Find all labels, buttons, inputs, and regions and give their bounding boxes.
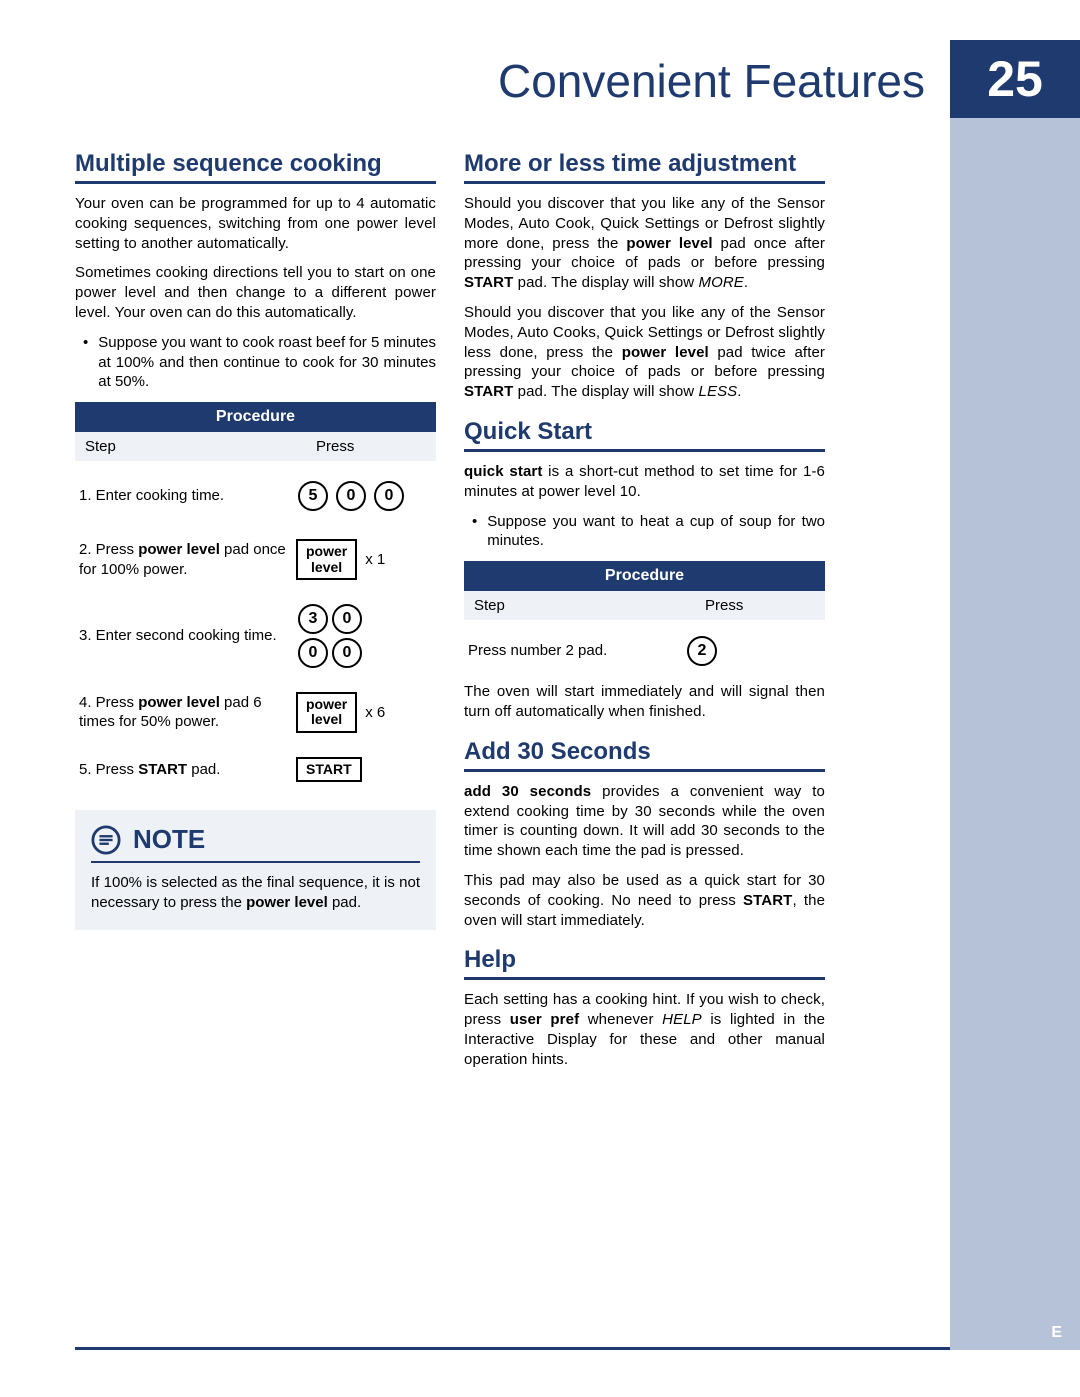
bullet-item: Suppose you want to heat a cup of soup f… <box>472 512 825 552</box>
heading-add-30: Add 30 Seconds <box>464 738 825 772</box>
note-title: NOTE <box>91 824 420 863</box>
keypad-digit: 0 <box>374 481 404 511</box>
procedure-row: 1. Enter cooking time. 5 0 0 <box>75 461 436 531</box>
power-level-pad: power level <box>296 539 357 580</box>
footer-rule <box>75 1347 950 1350</box>
step-text: 3. Enter second cooking time. <box>75 626 296 646</box>
heading-quick-start: Quick Start <box>464 418 825 452</box>
paragraph: Sometimes cooking directions tell you to… <box>75 263 436 322</box>
paragraph: Your oven can be programmed for up to 4 … <box>75 194 436 253</box>
step-text: 1. Enter cooking time. <box>75 486 296 506</box>
col-press-label: Press <box>316 438 426 455</box>
press-cell: power level x 1 <box>296 539 436 580</box>
right-column: More or less time adjustment Should you … <box>464 150 825 1080</box>
times-label: x 6 <box>365 704 385 721</box>
step-text: 2. Press power level pad once for 100% p… <box>75 540 296 579</box>
note-box: NOTE If 100% is selected as the final se… <box>75 810 436 930</box>
keypad-digit: 0 <box>298 638 328 668</box>
press-cell: 5 0 0 <box>296 479 436 513</box>
content-columns: Multiple sequence cooking Your oven can … <box>75 150 825 1080</box>
keypad-digit: 3 <box>298 604 328 634</box>
heading-multiple-sequence: Multiple sequence cooking <box>75 150 436 184</box>
footer-letter: E <box>1051 1324 1062 1342</box>
page-number: 25 <box>950 40 1080 118</box>
bullet-text: Suppose you want to heat a cup of soup f… <box>487 512 825 552</box>
step-text: 5. Press START pad. <box>75 760 296 780</box>
procedure-row: 3. Enter second cooking time. 3 0 0 0 <box>75 588 436 684</box>
heading-more-less: More or less time adjustment <box>464 150 825 184</box>
press-cell: 2 <box>685 634 825 668</box>
manual-page: 25 E Convenient Features Multiple sequen… <box>0 0 1080 1397</box>
keypad-digit: 2 <box>687 636 717 666</box>
bullet-text: Suppose you want to cook roast beef for … <box>98 333 436 392</box>
keypad-digit: 0 <box>332 638 362 668</box>
heading-help: Help <box>464 946 825 980</box>
procedure-row: 2. Press power level pad once for 100% p… <box>75 531 436 588</box>
page-title: Convenient Features <box>498 54 925 108</box>
start-pad: START <box>296 757 362 782</box>
paragraph: Each setting has a cooking hint. If you … <box>464 990 825 1069</box>
step-text: Press number 2 pad. <box>464 641 685 661</box>
side-tab <box>950 40 1080 1350</box>
keypad-digit: 0 <box>332 604 362 634</box>
paragraph: The oven will start immediately and will… <box>464 682 825 722</box>
paragraph: Should you discover that you like any of… <box>464 303 825 402</box>
step-text: 4. Press power level pad 6 times for 50%… <box>75 693 296 732</box>
press-cell: START <box>296 757 436 782</box>
paragraph: Should you discover that you like any of… <box>464 194 825 293</box>
bullet-item: Suppose you want to cook roast beef for … <box>83 333 436 392</box>
procedure-header: Procedure <box>464 561 825 591</box>
times-label: x 1 <box>365 551 385 568</box>
press-cell: 3 0 0 0 <box>296 602 436 670</box>
col-step-label: Step <box>474 597 705 614</box>
press-cell: power level x 6 <box>296 692 436 733</box>
note-text: If 100% is selected as the final sequenc… <box>91 873 420 914</box>
col-press-label: Press <box>705 597 815 614</box>
note-title-text: NOTE <box>133 824 205 855</box>
procedure-row: 4. Press power level pad 6 times for 50%… <box>75 684 436 741</box>
procedure-header: Procedure <box>75 402 436 432</box>
col-step-label: Step <box>85 438 316 455</box>
procedure-row: 5. Press START pad. START <box>75 741 436 790</box>
keypad-digit: 0 <box>336 481 366 511</box>
paragraph: This pad may also be used as a quick sta… <box>464 871 825 930</box>
left-column: Multiple sequence cooking Your oven can … <box>75 150 436 1080</box>
paragraph: add 30 seconds provides a convenient way… <box>464 782 825 861</box>
keypad-digit: 5 <box>298 481 328 511</box>
procedure-row: Press number 2 pad. 2 <box>464 620 825 682</box>
note-icon <box>91 825 121 855</box>
procedure-subheader: Step Press <box>464 591 825 620</box>
paragraph: quick start is a short-cut method to set… <box>464 462 825 502</box>
procedure-subheader: Step Press <box>75 432 436 461</box>
power-level-pad: power level <box>296 692 357 733</box>
